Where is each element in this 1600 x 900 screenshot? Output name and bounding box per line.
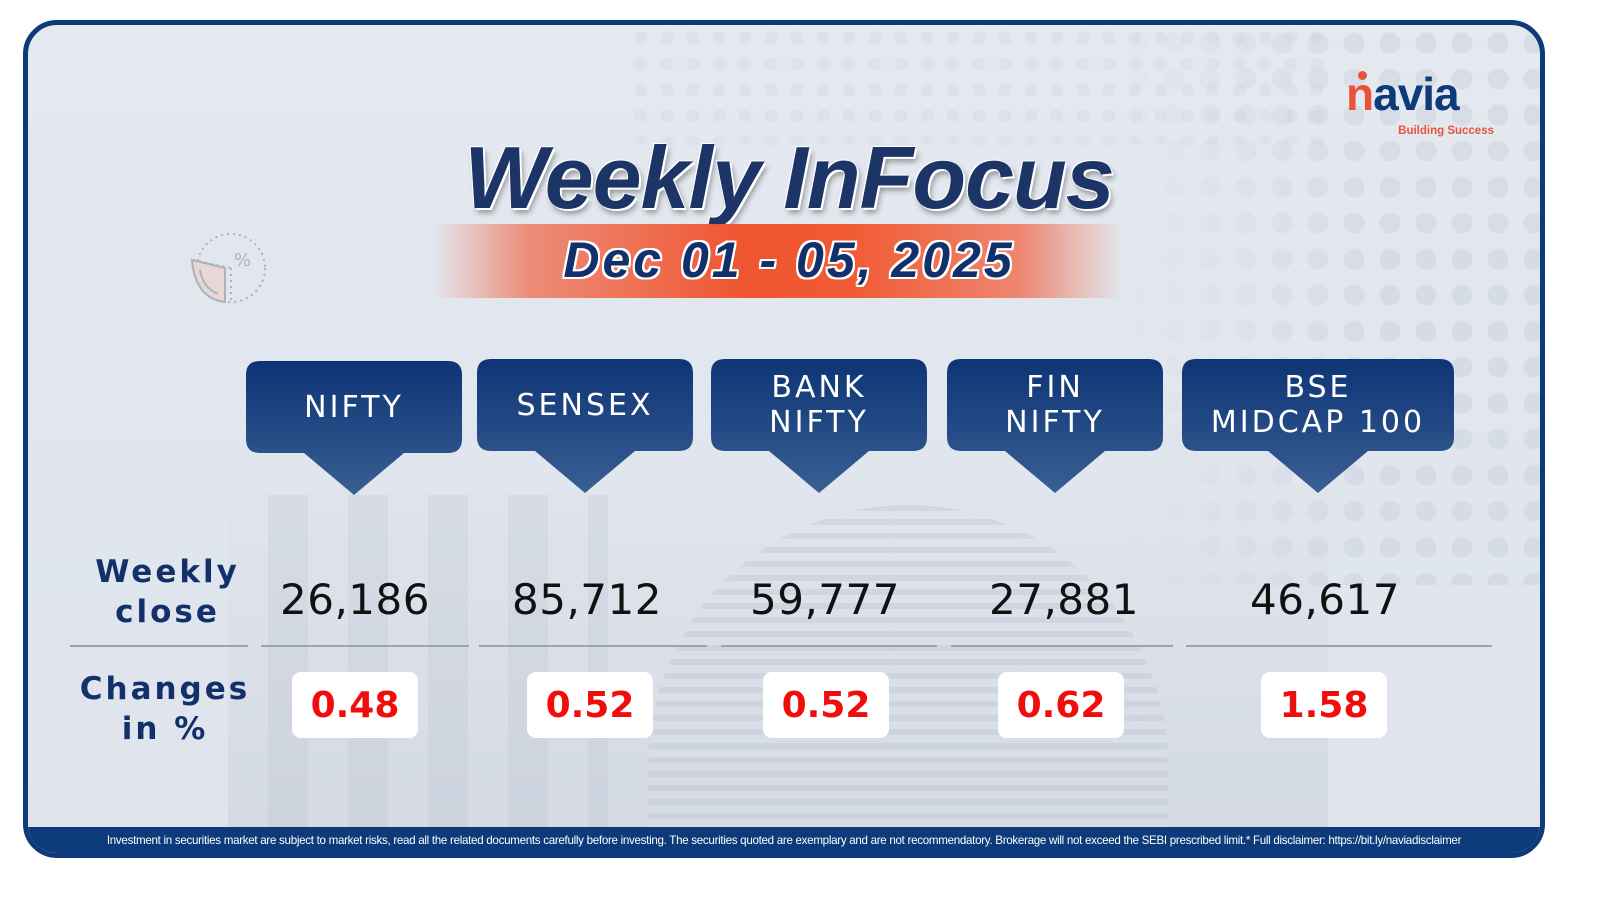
index-tag-bank-nifty: BANK NIFTY xyxy=(711,359,927,495)
tag-shape xyxy=(246,361,462,495)
change-pct-nifty: 0.48 xyxy=(292,672,418,738)
change-pct-bank-nifty: 0.52 xyxy=(763,672,889,738)
divider xyxy=(951,645,1173,647)
tag-shape xyxy=(947,359,1163,493)
halftone-decoration xyxy=(1120,25,1540,585)
logo-wordmark: navia xyxy=(1346,71,1496,117)
change-pct-fin-nifty: 0.62 xyxy=(998,672,1124,738)
index-name: FIN NIFTY xyxy=(1005,370,1105,440)
percent-pie-icon: % xyxy=(190,233,266,304)
logo-tagline: Building Success xyxy=(1398,125,1494,137)
weekly-close-nifty: 26,186 xyxy=(280,575,430,624)
row-label-changes: Changes in % xyxy=(79,671,251,747)
background-building-image xyxy=(228,465,1328,853)
divider xyxy=(479,645,707,647)
weekly-close-bse-midcap: 46,617 xyxy=(1250,575,1400,624)
tag-shape xyxy=(711,359,927,493)
divider xyxy=(261,645,469,647)
logo-rest: avia xyxy=(1373,68,1460,120)
logo-n: n xyxy=(1346,68,1374,120)
infographic-card: navia Building Success % Weekly InFocus … xyxy=(23,20,1545,858)
date-highlight-band xyxy=(433,224,1123,298)
change-pct-sensex: 0.52 xyxy=(527,672,653,738)
index-tag-fin-nifty: FIN NIFTY xyxy=(947,359,1163,495)
change-pct-bse-midcap: 1.58 xyxy=(1261,672,1387,738)
page-title: Weekly InFocus xyxy=(464,128,1114,227)
logo-dot xyxy=(1358,71,1367,80)
index-name: SENSEX xyxy=(516,387,654,423)
halftone-decoration xyxy=(628,25,1328,145)
svg-text:%: % xyxy=(234,250,251,271)
weekly-close-bank-nifty: 59,777 xyxy=(750,575,900,624)
weekly-close-fin-nifty: 27,881 xyxy=(989,575,1139,624)
divider xyxy=(721,645,937,647)
weekly-close-sensex: 85,712 xyxy=(512,575,662,624)
tag-shape xyxy=(477,359,693,493)
index-name: BSE MIDCAP 100 xyxy=(1210,370,1426,440)
index-name: NIFTY xyxy=(304,389,404,425)
index-tag-sensex: SENSEX xyxy=(477,359,693,495)
divider xyxy=(1186,645,1492,647)
row-label-weekly-close: Weekly close xyxy=(95,554,240,630)
date-range: Dec 01 - 05, 2025 xyxy=(563,232,1015,288)
tag-shape xyxy=(1182,359,1454,493)
index-tag-nifty: NIFTY xyxy=(246,361,462,497)
divider xyxy=(70,645,248,647)
navia-logo: navia Building Success xyxy=(1346,71,1496,141)
disclaimer-footer: Investment in securities market are subj… xyxy=(28,827,1540,853)
index-tag-bse-midcap-100: BSE MIDCAP 100 xyxy=(1182,359,1454,495)
index-name: BANK NIFTY xyxy=(769,370,869,440)
